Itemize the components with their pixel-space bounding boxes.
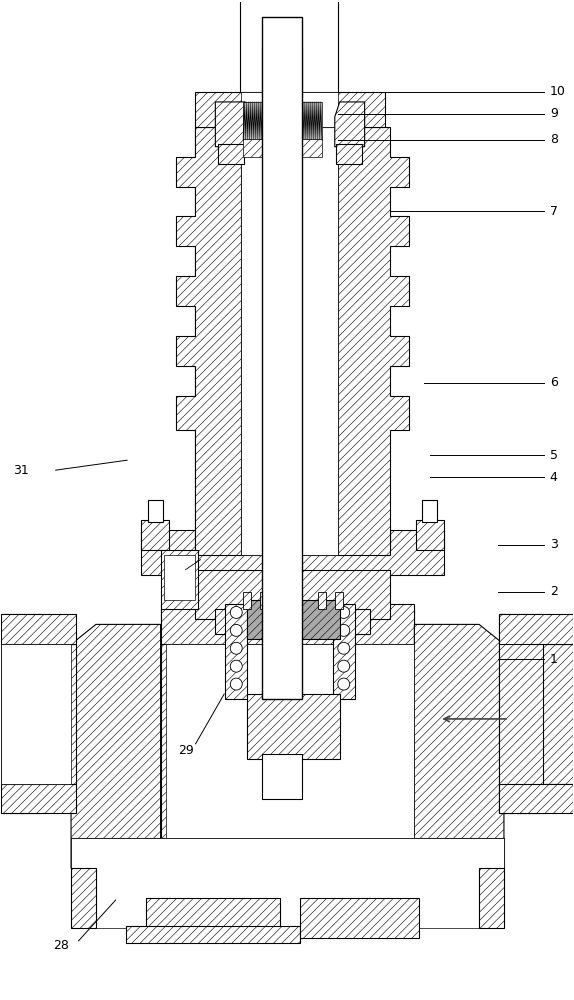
Bar xyxy=(318,592,326,609)
Polygon shape xyxy=(71,624,161,868)
Polygon shape xyxy=(126,926,300,943)
Polygon shape xyxy=(338,127,409,555)
Circle shape xyxy=(230,606,242,618)
Polygon shape xyxy=(247,694,340,759)
Bar xyxy=(241,0,338,555)
Circle shape xyxy=(338,660,350,672)
Polygon shape xyxy=(414,624,504,868)
Polygon shape xyxy=(161,604,414,644)
Bar xyxy=(195,92,385,127)
Bar xyxy=(241,92,338,127)
Circle shape xyxy=(230,660,242,672)
Polygon shape xyxy=(499,784,573,813)
Polygon shape xyxy=(422,500,437,522)
Circle shape xyxy=(338,624,350,636)
Circle shape xyxy=(230,642,242,654)
Polygon shape xyxy=(1,784,76,813)
Polygon shape xyxy=(71,868,96,928)
Polygon shape xyxy=(1,644,71,784)
Text: 10: 10 xyxy=(550,85,565,98)
Polygon shape xyxy=(1,614,76,644)
Polygon shape xyxy=(479,868,504,928)
Polygon shape xyxy=(262,754,302,799)
Bar xyxy=(302,139,322,157)
Polygon shape xyxy=(416,520,444,550)
Polygon shape xyxy=(499,614,543,813)
Bar xyxy=(195,127,385,555)
Polygon shape xyxy=(146,898,280,938)
Bar xyxy=(241,127,338,555)
Polygon shape xyxy=(226,604,247,699)
Bar xyxy=(243,139,262,157)
Bar xyxy=(302,102,322,140)
Polygon shape xyxy=(176,127,241,555)
Bar xyxy=(262,47,302,97)
Polygon shape xyxy=(71,838,504,928)
Polygon shape xyxy=(499,644,573,784)
Text: 5: 5 xyxy=(550,449,558,462)
Text: 28: 28 xyxy=(53,939,69,952)
Bar xyxy=(272,24,292,36)
Circle shape xyxy=(230,678,242,690)
Text: 31: 31 xyxy=(13,464,29,477)
Polygon shape xyxy=(215,102,250,147)
Bar xyxy=(268,34,296,54)
Polygon shape xyxy=(161,550,199,609)
Polygon shape xyxy=(499,614,573,644)
Polygon shape xyxy=(375,609,414,868)
Text: 7: 7 xyxy=(550,205,558,218)
Bar xyxy=(262,17,302,699)
Polygon shape xyxy=(148,500,162,522)
Polygon shape xyxy=(165,644,414,838)
Polygon shape xyxy=(1,644,76,784)
Polygon shape xyxy=(333,604,355,699)
Polygon shape xyxy=(300,898,420,938)
Text: 1: 1 xyxy=(550,653,557,666)
Polygon shape xyxy=(141,520,169,550)
Polygon shape xyxy=(71,838,504,868)
Polygon shape xyxy=(336,144,362,164)
Polygon shape xyxy=(1,614,41,813)
Polygon shape xyxy=(164,555,195,600)
Text: 3: 3 xyxy=(550,538,557,551)
Circle shape xyxy=(338,642,350,654)
Polygon shape xyxy=(195,570,390,619)
Text: 8: 8 xyxy=(550,133,558,146)
Circle shape xyxy=(338,606,350,618)
Bar xyxy=(260,592,268,609)
Text: 29: 29 xyxy=(179,744,194,757)
Polygon shape xyxy=(215,609,241,634)
Bar xyxy=(243,592,251,609)
Text: 9: 9 xyxy=(550,107,557,120)
Text: 6: 6 xyxy=(550,376,557,389)
Text: 2: 2 xyxy=(550,585,557,598)
Text: 4: 4 xyxy=(550,471,557,484)
Bar xyxy=(335,592,343,609)
Circle shape xyxy=(338,678,350,690)
Polygon shape xyxy=(247,600,340,639)
Polygon shape xyxy=(141,530,444,575)
Polygon shape xyxy=(335,102,364,147)
Circle shape xyxy=(230,624,242,636)
Bar xyxy=(243,102,263,140)
Polygon shape xyxy=(218,144,244,164)
Polygon shape xyxy=(344,609,370,634)
Polygon shape xyxy=(161,609,196,868)
